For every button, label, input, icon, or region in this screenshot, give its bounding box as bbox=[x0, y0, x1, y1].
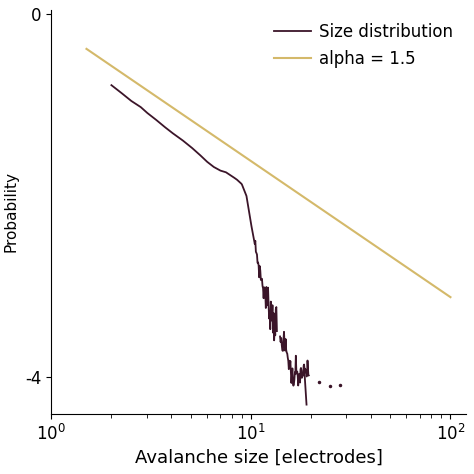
Size distribution bbox=[207, 161, 213, 167]
alpha = 1.5 bbox=[106, 61, 111, 67]
Size distribution bbox=[109, 83, 115, 89]
alpha = 1.5 bbox=[417, 273, 422, 279]
Size distribution bbox=[207, 161, 212, 166]
Line: Size distribution: Size distribution bbox=[111, 85, 277, 340]
Y-axis label: Probability: Probability bbox=[3, 171, 18, 252]
Size distribution bbox=[210, 164, 216, 169]
alpha = 1.5 bbox=[447, 294, 453, 300]
Size distribution bbox=[271, 337, 277, 343]
alpha = 1.5 bbox=[151, 92, 157, 98]
alpha = 1.5 bbox=[83, 46, 89, 52]
alpha = 1.5 bbox=[429, 282, 435, 288]
Legend: Size distribution, alpha = 1.5: Size distribution, alpha = 1.5 bbox=[269, 18, 458, 73]
alpha = 1.5 bbox=[98, 56, 104, 62]
alpha = 1.5 bbox=[181, 112, 186, 118]
Size distribution bbox=[274, 328, 280, 334]
Size distribution bbox=[258, 277, 264, 283]
Size distribution bbox=[248, 220, 254, 226]
X-axis label: Avalanche size [electrodes]: Avalanche size [electrodes] bbox=[135, 449, 383, 467]
Line: alpha = 1.5: alpha = 1.5 bbox=[86, 49, 450, 297]
Size distribution bbox=[109, 82, 114, 88]
